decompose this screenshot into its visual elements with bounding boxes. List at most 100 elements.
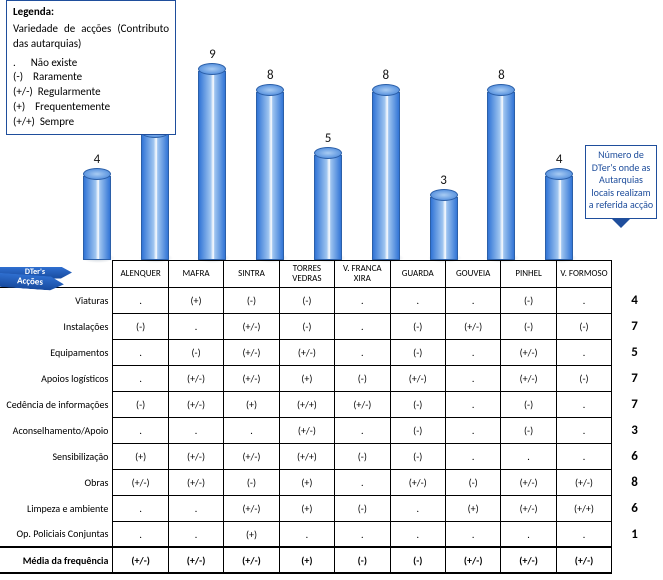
cell: (-)	[335, 365, 390, 391]
col-header: GOUVEIA	[445, 261, 500, 288]
row-total: 7	[612, 365, 657, 391]
total-col-header	[612, 261, 657, 288]
bar-cell: 8	[472, 0, 530, 260]
table-row: Aconselhamento/Apoio...(+/-).(-).(-).3	[0, 417, 657, 443]
cell: (-)	[390, 443, 445, 469]
cell: (-)	[445, 469, 500, 495]
cell: .	[113, 287, 168, 313]
legend-title: Legenda:	[13, 5, 169, 20]
cell: .	[390, 521, 445, 547]
footer-cell: (+)	[279, 547, 334, 573]
cell: (+)	[279, 495, 334, 521]
legend-subtitle: Variedade de acções (Contributo das auta…	[13, 22, 169, 52]
table-corner: DTer's Acções	[0, 261, 113, 288]
footer-cell: (+/-)	[556, 547, 611, 573]
row-label: Sensibilização	[0, 443, 113, 469]
cell: (+/-)	[501, 469, 556, 495]
cell: (-)	[556, 313, 611, 339]
bar-value-label: 4	[556, 152, 563, 167]
row-total: 6	[612, 443, 657, 469]
bar-value-label: 9	[209, 47, 216, 62]
row-total: 7	[612, 391, 657, 417]
cell: (+/-)	[390, 365, 445, 391]
bar-cell: 3	[415, 0, 473, 260]
cell: (+/-)	[224, 339, 279, 365]
cell: (-)	[501, 287, 556, 313]
bar-value-label: 8	[498, 68, 505, 83]
cell: (-)	[279, 287, 334, 313]
col-header: V. FRANCA XIRA	[335, 261, 390, 288]
cell: (-)	[224, 287, 279, 313]
row-total: 7	[612, 313, 657, 339]
bar-value-label: 4	[94, 152, 101, 167]
bar-cell: 8	[241, 0, 299, 260]
footer-label: Média da frequência	[0, 547, 113, 573]
cell: .	[113, 339, 168, 365]
cell: (-)	[335, 443, 390, 469]
cell: (+/+)	[279, 443, 334, 469]
cell: (+/-)	[224, 365, 279, 391]
cell: (+/-)	[335, 391, 390, 417]
cell: (+/-)	[390, 469, 445, 495]
cell: .	[445, 443, 500, 469]
footer-cell: (+/-)	[501, 547, 556, 573]
cell: (+/-)	[224, 313, 279, 339]
col-header: ALENQUER	[113, 261, 168, 288]
legend-item: (+) Frequentemente	[13, 100, 169, 115]
cell: .	[445, 339, 500, 365]
cell: .	[556, 521, 611, 547]
cell: .	[556, 417, 611, 443]
cell: (+/-)	[168, 391, 223, 417]
cell: (+/-)	[556, 469, 611, 495]
cell: .	[168, 417, 223, 443]
cell: .	[445, 391, 500, 417]
cell: .	[335, 469, 390, 495]
cell: (+/-)	[224, 495, 279, 521]
cell: (+/-)	[168, 443, 223, 469]
cell: .	[445, 365, 500, 391]
bar-cell: 4	[530, 0, 588, 260]
table-row: Obras(+/-)(+/-)(-)(+).(+/-)(-)(+/-)(+/-)…	[0, 469, 657, 495]
cell: (-)	[556, 365, 611, 391]
callout-text: Número de DTer's onde as Autarquias loca…	[589, 148, 653, 211]
cell: .	[335, 313, 390, 339]
cell: (+/-)	[279, 339, 334, 365]
cell: .	[113, 417, 168, 443]
cell: (-)	[390, 313, 445, 339]
cell: (+/+)	[556, 495, 611, 521]
row-total: 1	[612, 521, 657, 547]
col-header: MAFRA	[168, 261, 223, 288]
table-row: Cedência de informações(-)(+/-)(+)(+/+)(…	[0, 391, 657, 417]
row-label: Limpeza e ambiente	[0, 495, 113, 521]
cell: .	[168, 521, 223, 547]
col-header: V. FORMOSO	[556, 261, 611, 288]
table-row: Instalações(-).(+/-)(-).(-)(+/-)(-)(-)7	[0, 313, 657, 339]
footer-cell: (+/-)	[445, 547, 500, 573]
row-label: Cedência de informações	[0, 391, 113, 417]
footer-cell: (+/-)	[113, 547, 168, 573]
cell: (-)	[224, 469, 279, 495]
data-table-wrap: DTer's Acções ALENQUERMAFRASINTRATORRES …	[0, 260, 663, 574]
bar-value-label: 8	[383, 68, 390, 83]
row-label: Viaturas	[0, 287, 113, 313]
cell: (-)	[390, 417, 445, 443]
legend-item: (+/-) Regularmente	[13, 85, 169, 100]
bar-value-label: 5	[325, 131, 332, 146]
cell: (+/-)	[501, 495, 556, 521]
col-header: PINHEL	[501, 261, 556, 288]
cell: (+)	[445, 495, 500, 521]
cell: .	[113, 521, 168, 547]
cell: .	[224, 417, 279, 443]
cell: (-)	[501, 391, 556, 417]
cell: (-)	[335, 495, 390, 521]
row-total: 3	[612, 417, 657, 443]
row-total: 4	[612, 287, 657, 313]
cell: .	[556, 287, 611, 313]
footer-cell: (+/-)	[168, 547, 223, 573]
cell: (-)	[501, 417, 556, 443]
cell: .	[390, 495, 445, 521]
bar-cell: 9	[184, 0, 242, 260]
cell: (-)	[501, 313, 556, 339]
cell: (+/+)	[279, 391, 334, 417]
row-total: 8	[612, 469, 657, 495]
